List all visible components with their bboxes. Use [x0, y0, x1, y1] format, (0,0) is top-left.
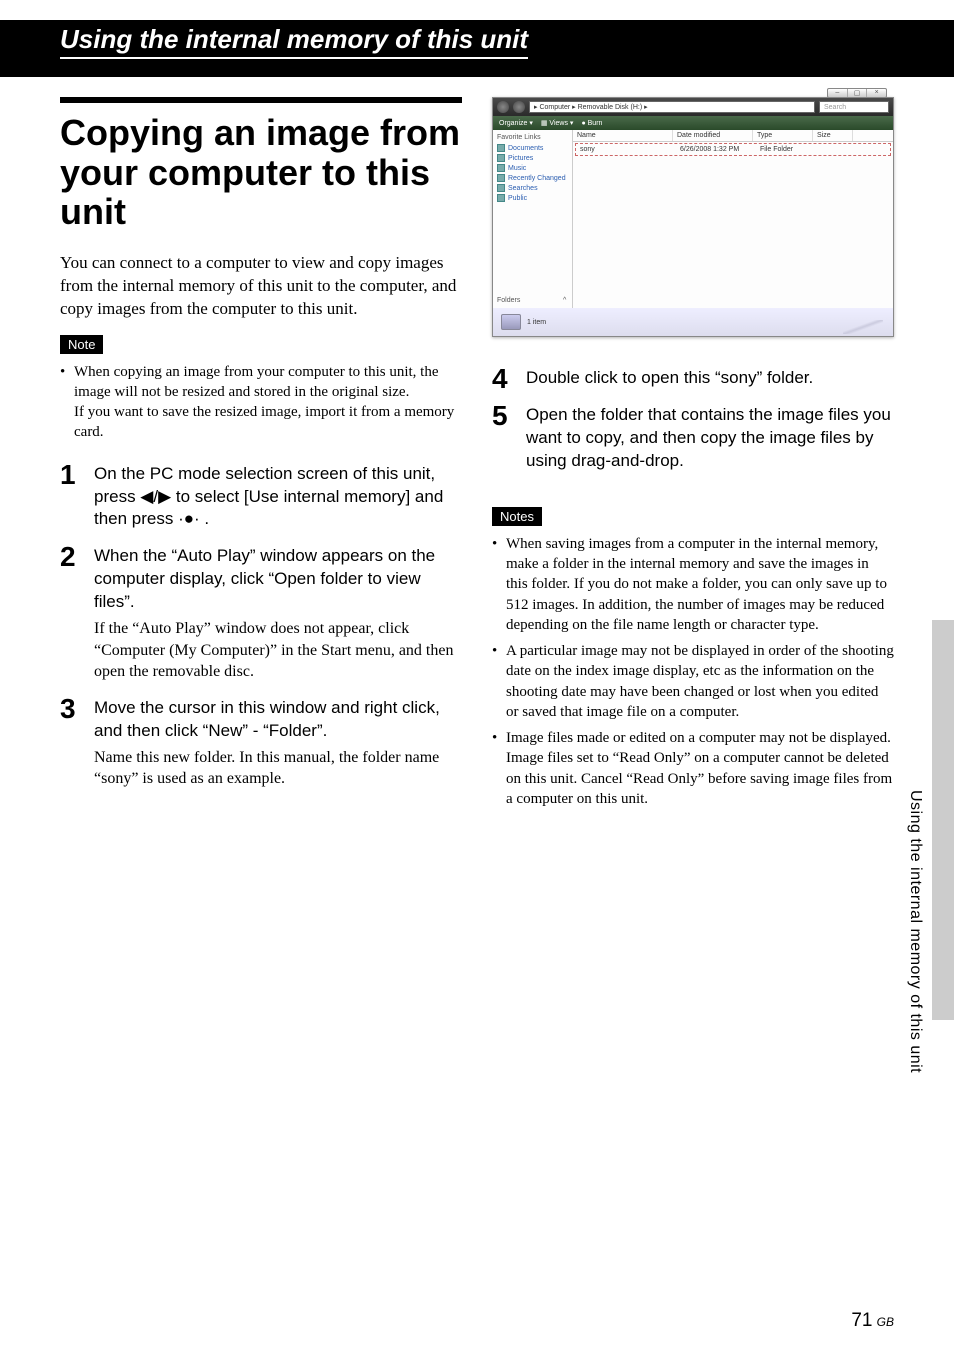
- sidebar-item: Documents: [497, 144, 568, 152]
- side-tab-label: Using the internal memory of this unit: [906, 790, 924, 1073]
- step-main-text: Move the cursor in this window and right…: [94, 697, 462, 743]
- top-note-item: When copying an image from your computer…: [60, 362, 462, 443]
- section-header-bar: Using the internal memory of this unit: [0, 20, 954, 77]
- column-headers: Name Date modified Type Size: [573, 130, 893, 142]
- sidebar-item-label: Searches: [508, 185, 538, 192]
- top-note-line1: When copying an image from your computer…: [74, 364, 439, 400]
- cell-size: [816, 144, 856, 155]
- page-number-value: 71: [851, 1310, 872, 1331]
- folders-label: Folders: [497, 297, 520, 304]
- col-type: Type: [753, 130, 813, 141]
- page-number: 71 GB: [851, 1310, 894, 1332]
- step-1: 1 On the PC mode selection screen of thi…: [60, 463, 462, 532]
- chevron-up-icon: ^: [563, 297, 566, 304]
- folder-icon: [497, 194, 505, 202]
- intro-paragraph: You can connect to a computer to view an…: [60, 252, 462, 321]
- status-shine: [843, 320, 883, 334]
- step-main-text: On the PC mode selection screen of this …: [94, 463, 462, 532]
- side-tab-shade: [932, 620, 954, 1020]
- sidebar-item-label: Music: [508, 165, 526, 172]
- explorer-sidebar: Favorite Links Documents Pictures Music …: [493, 130, 573, 308]
- explorer-screenshot: – ▢ × ▸ Computer ▸ Removable Disk (H:) ▸…: [492, 97, 894, 337]
- window-controls: – ▢ ×: [827, 88, 887, 98]
- bottom-note-item: When saving images from a computer in th…: [492, 534, 894, 635]
- sidebar-item: Public: [497, 194, 568, 202]
- page-title: Copying an image from your computer to t…: [60, 113, 462, 232]
- search-box: Search: [819, 101, 889, 113]
- bottom-note-item: Image files made or edited on a computer…: [492, 728, 894, 809]
- col-size: Size: [813, 130, 853, 141]
- title-rule: [60, 97, 462, 103]
- step-5: 5 Open the folder that contains the imag…: [492, 404, 894, 473]
- step-main-text: Open the folder that contains the image …: [526, 404, 894, 473]
- close-icon: ×: [866, 89, 886, 97]
- sidebar-item: Searches: [497, 184, 568, 192]
- step-number: 3: [60, 693, 76, 725]
- folder-icon: [497, 184, 505, 192]
- right-column: – ▢ × ▸ Computer ▸ Removable Disk (H:) ▸…: [492, 97, 894, 829]
- status-text: 1 item: [527, 319, 546, 326]
- sidebar-item-label: Public: [508, 195, 527, 202]
- step-number: 4: [492, 363, 508, 395]
- step-main-text: Double click to open this “sony” folder.: [526, 367, 894, 390]
- section-title: Using the internal memory of this unit: [60, 24, 528, 59]
- step-main-text: When the “Auto Play” window appears on t…: [94, 545, 462, 614]
- sidebar-item-label: Documents: [508, 145, 543, 152]
- cell-type: File Folder: [756, 144, 816, 155]
- file-row-sony: sony 6/26/2008 1:32 PM File Folder: [575, 143, 891, 156]
- note-label: Note: [60, 335, 103, 354]
- left-column: Copying an image from your computer to t…: [60, 97, 462, 829]
- maximize-icon: ▢: [847, 89, 867, 97]
- minimize-icon: –: [828, 89, 847, 97]
- address-bar: ▸ Computer ▸ Removable Disk (H:) ▸ Searc…: [493, 98, 893, 116]
- bottom-notes-list: When saving images from a computer in th…: [492, 534, 894, 809]
- folder-icon: [497, 154, 505, 162]
- toolbar-burn: ● Burn: [581, 120, 602, 127]
- folder-icon: [497, 174, 505, 182]
- bottom-note-item: A particular image may not be displayed …: [492, 641, 894, 722]
- step-number: 2: [60, 541, 76, 573]
- steps-right: 4 Double click to open this “sony” folde…: [492, 367, 894, 473]
- sidebar-item: Pictures: [497, 154, 568, 162]
- notes-label: Notes: [492, 507, 542, 526]
- steps-left: 1 On the PC mode selection screen of thi…: [60, 463, 462, 790]
- cell-date: 6/26/2008 1:32 PM: [676, 144, 756, 155]
- sidebar-item: Recently Changed: [497, 174, 568, 182]
- explorer-toolbar: Organize ▾ ▦ Views ▾ ● Burn: [493, 116, 893, 130]
- step-number: 5: [492, 400, 508, 432]
- toolbar-organize: Organize ▾: [499, 119, 533, 127]
- step-sub-text: If the “Auto Play” window does not appea…: [94, 618, 462, 683]
- folder-icon: [497, 164, 505, 172]
- col-name: Name: [573, 130, 673, 141]
- col-date: Date modified: [673, 130, 753, 141]
- step-2: 2 When the “Auto Play” window appears on…: [60, 545, 462, 683]
- nav-forward-icon: [513, 101, 525, 113]
- step-3: 3 Move the cursor in this window and rig…: [60, 697, 462, 790]
- page-number-suffix: GB: [877, 1315, 894, 1329]
- sidebar-header: Favorite Links: [497, 134, 568, 141]
- step-sub-text: Name this new folder. In this manual, th…: [94, 747, 462, 790]
- sidebar-item: Music: [497, 164, 568, 172]
- status-bar: 1 item: [493, 308, 893, 336]
- breadcrumb-path: ▸ Computer ▸ Removable Disk (H:) ▸: [529, 101, 815, 113]
- top-note-line2: If you want to save the resized image, i…: [74, 404, 454, 440]
- cell-name: sony: [576, 144, 676, 155]
- sidebar-item-label: Pictures: [508, 155, 533, 162]
- top-note-list: When copying an image from your computer…: [60, 362, 462, 443]
- nav-back-icon: [497, 101, 509, 113]
- toolbar-views: ▦ Views ▾: [541, 119, 574, 127]
- step-number: 1: [60, 459, 76, 491]
- step-4: 4 Double click to open this “sony” folde…: [492, 367, 894, 390]
- sidebar-item-label: Recently Changed: [508, 175, 566, 182]
- folder-icon: [497, 144, 505, 152]
- drive-icon: [501, 314, 521, 330]
- explorer-file-pane: Name Date modified Type Size sony 6/26/2…: [573, 130, 893, 308]
